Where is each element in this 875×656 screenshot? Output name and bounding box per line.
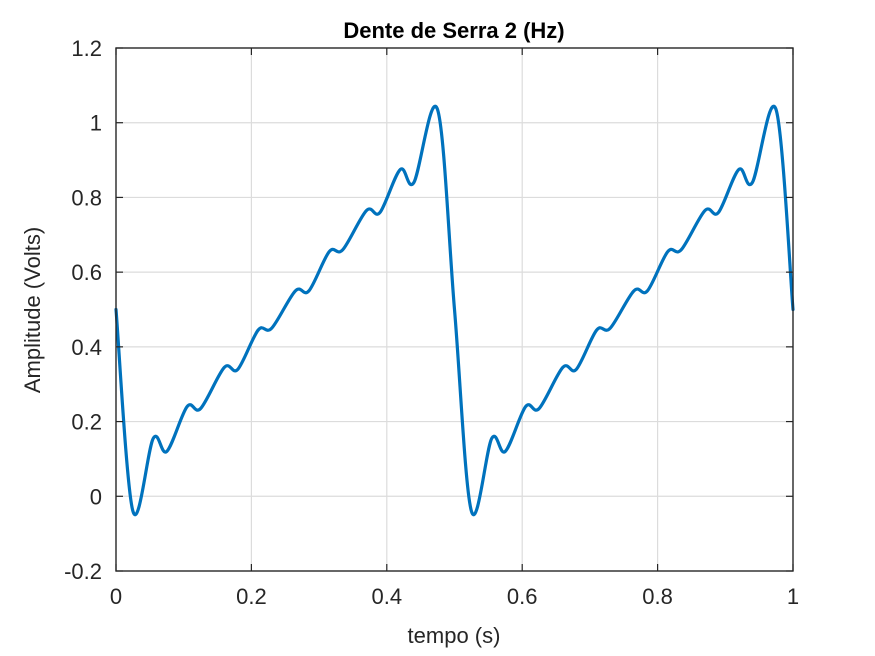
y-tick-label: 1.2: [71, 36, 102, 61]
axes-box: [115, 47, 794, 572]
ticks: [115, 47, 794, 572]
y-tick-label: 0.4: [71, 335, 102, 360]
y-tick-label: 0: [90, 484, 102, 509]
x-tick-label: 0: [110, 584, 122, 609]
x-axis-label: tempo (s): [408, 623, 501, 648]
x-tick-label: 1: [787, 584, 799, 609]
chart-title: Dente de Serra 2 (Hz): [343, 18, 564, 43]
x-tick-labels: 0 0.2 0.4 0.6 0.8 1: [110, 584, 799, 609]
y-tick-label: 0.6: [71, 260, 102, 285]
y-tick-label: 1: [90, 111, 102, 136]
y-tick-label: 0.8: [71, 185, 102, 210]
x-tick-label: 0.2: [236, 584, 267, 609]
x-tick-label: 0.4: [372, 584, 403, 609]
y-axis-label: Amplitude (Volts): [20, 227, 45, 393]
y-tick-label: 0.2: [71, 410, 102, 435]
y-tick-labels: -0.2 0 0.2 0.4 0.6 0.8 1 1.2: [64, 36, 102, 584]
series-group: [114, 104, 795, 517]
grid: [116, 48, 793, 571]
x-tick-label: 0.6: [507, 584, 538, 609]
x-tick-label: 0.8: [642, 584, 673, 609]
series-line: [114, 104, 795, 517]
y-tick-label: -0.2: [64, 559, 102, 584]
